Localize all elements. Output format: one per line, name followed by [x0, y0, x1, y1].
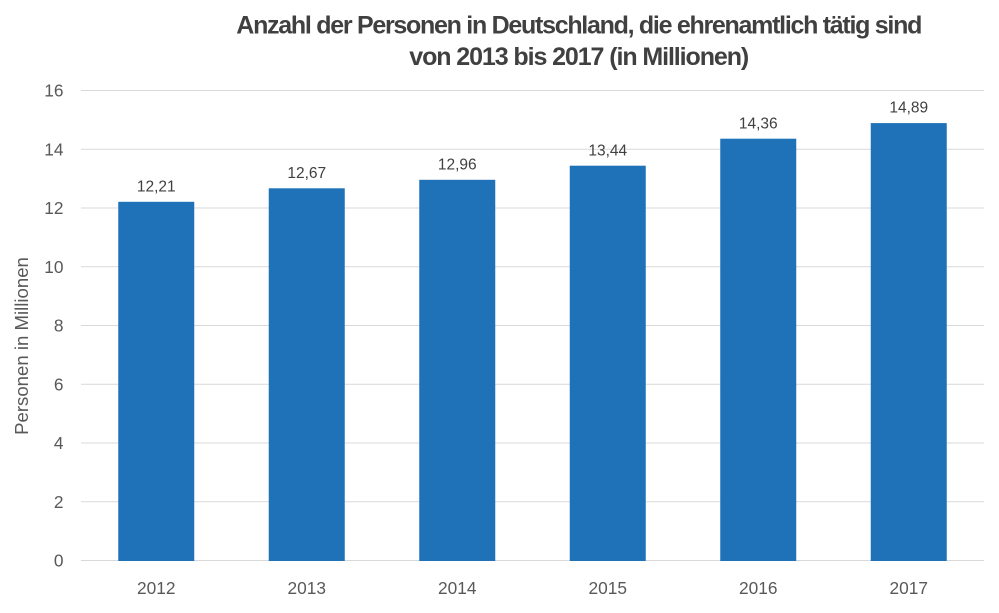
- svg-text:16: 16: [44, 81, 63, 101]
- svg-text:12,67: 12,67: [287, 165, 326, 182]
- svg-text:Anzahl der Personen in Deutsch: Anzahl der Personen in Deutschland, die …: [236, 12, 921, 40]
- svg-text:12,96: 12,96: [438, 156, 477, 173]
- svg-text:2: 2: [54, 492, 64, 512]
- svg-text:10: 10: [44, 257, 63, 277]
- svg-text:2015: 2015: [589, 578, 627, 598]
- svg-text:14,36: 14,36: [739, 115, 778, 132]
- svg-text:14: 14: [44, 139, 64, 159]
- svg-text:14,89: 14,89: [889, 100, 928, 117]
- svg-text:2016: 2016: [739, 578, 777, 598]
- svg-text:2012: 2012: [137, 578, 175, 598]
- svg-text:12: 12: [44, 198, 63, 218]
- svg-text:12,21: 12,21: [137, 178, 176, 195]
- svg-text:8: 8: [54, 316, 64, 336]
- svg-text:2013: 2013: [288, 578, 326, 598]
- svg-text:0: 0: [54, 551, 64, 571]
- svg-text:Personen in Millionen: Personen in Millionen: [11, 257, 32, 435]
- svg-text:2017: 2017: [890, 578, 928, 598]
- svg-text:von 2013 bis 2017 (in Millione: von 2013 bis 2017 (in Millionen): [409, 43, 749, 71]
- svg-text:2014: 2014: [438, 578, 477, 598]
- svg-text:13,44: 13,44: [588, 142, 627, 159]
- svg-text:4: 4: [54, 433, 64, 453]
- svg-text:6: 6: [54, 374, 64, 394]
